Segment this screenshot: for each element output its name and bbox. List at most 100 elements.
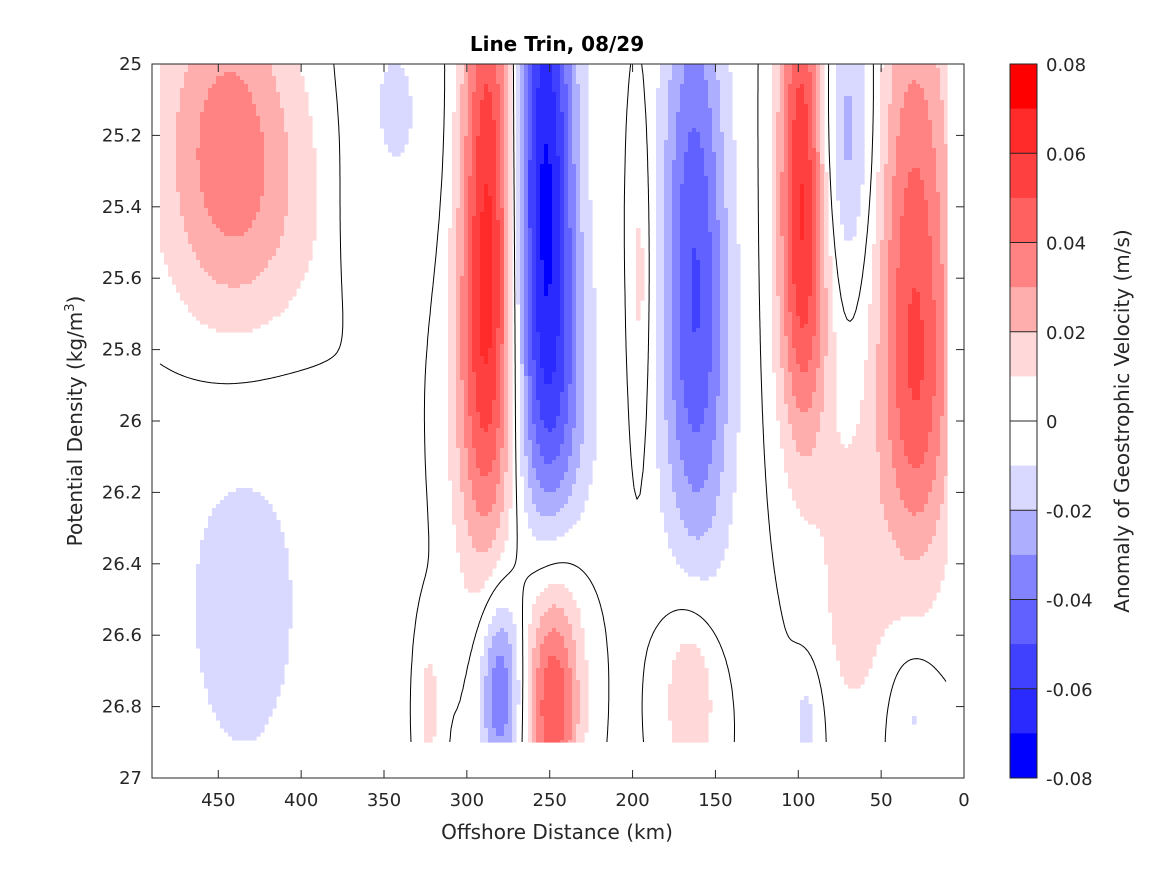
contour-cell <box>708 472 721 477</box>
contour-cell <box>932 400 945 405</box>
contour-cell <box>532 152 537 157</box>
contour-cell <box>580 460 593 465</box>
contour-cell <box>720 84 733 89</box>
contour-cell <box>896 172 909 177</box>
contour-cell <box>808 312 817 317</box>
contour-cell <box>480 100 493 105</box>
contour-cell <box>456 372 461 377</box>
contour-cell <box>820 288 829 293</box>
contour-cell <box>664 164 673 169</box>
contour-cell <box>892 456 909 461</box>
contour-cell <box>564 244 573 249</box>
contour-cell <box>532 452 541 457</box>
contour-cell <box>820 300 829 305</box>
contour-cell <box>568 84 573 89</box>
contour-cell <box>288 168 317 173</box>
contour-cell <box>260 208 289 213</box>
contour-cell <box>800 364 809 369</box>
contour-cell <box>664 172 673 177</box>
contour-cell <box>820 148 825 153</box>
contour-cell <box>708 200 717 205</box>
contour-cell <box>520 156 525 161</box>
contour-cell <box>572 380 577 385</box>
contour-cell <box>560 164 565 169</box>
contour-cell <box>784 292 789 297</box>
contour-cell <box>884 212 893 217</box>
contour-cell <box>576 292 585 297</box>
contour-cell <box>536 116 557 121</box>
contour-cell <box>528 284 533 289</box>
contour-cell <box>684 404 709 409</box>
contour-cell <box>448 412 457 417</box>
contour-cell <box>496 528 509 533</box>
contour-cell <box>384 80 409 85</box>
contour-cell <box>780 424 793 429</box>
contour-cell <box>468 132 473 137</box>
contour-cell <box>468 68 477 73</box>
contour-cell <box>520 80 525 85</box>
contour-cell <box>784 120 789 125</box>
contour-cell <box>564 644 577 649</box>
contour-cell <box>876 412 889 417</box>
contour-cell <box>584 276 593 281</box>
contour-cell <box>892 208 905 213</box>
contour-cell <box>496 376 501 381</box>
contour-cell <box>584 328 597 333</box>
contour-cell <box>824 536 893 541</box>
contour-cell <box>496 208 505 213</box>
contour-cell <box>460 464 469 469</box>
contour-cell <box>568 120 573 125</box>
contour-cell <box>664 276 673 281</box>
contour-cell <box>824 376 837 381</box>
contour-cell <box>888 296 897 301</box>
contour-cell <box>816 304 821 309</box>
contour-cell <box>532 340 541 345</box>
contour-cell <box>520 308 525 313</box>
contour-cell <box>552 88 561 93</box>
contour-cell <box>576 192 581 197</box>
contour-cell <box>776 236 785 241</box>
contour-cell <box>504 488 513 493</box>
contour-cell <box>576 164 581 169</box>
contour-cell <box>728 224 737 229</box>
contour-cell <box>536 372 545 377</box>
contour-cell <box>388 144 405 149</box>
contour-cell <box>836 100 845 105</box>
contour-cell <box>712 348 721 353</box>
contour-cell <box>484 184 489 189</box>
contour-cell <box>700 140 713 145</box>
contour-cell <box>664 372 673 377</box>
contour-cell <box>932 488 945 493</box>
contour-cell <box>516 72 521 77</box>
contour-cell <box>664 224 673 229</box>
contour-cell <box>576 252 585 257</box>
contour-cell <box>556 116 565 121</box>
contour-cell <box>452 120 461 125</box>
contour-cell <box>572 116 581 121</box>
contour-cell <box>272 64 301 69</box>
contour-cell <box>532 64 541 69</box>
contour-cell <box>560 280 565 285</box>
contour-cell <box>536 192 541 197</box>
contour-cell <box>456 380 465 385</box>
contour-cell <box>536 328 561 333</box>
contour-cell <box>200 188 265 193</box>
contour-cell <box>720 276 729 281</box>
contour-cell <box>504 160 509 165</box>
contour-cell <box>772 220 777 225</box>
contour-cell <box>500 512 509 517</box>
contour-cell <box>476 64 497 69</box>
contour-cell <box>932 260 941 265</box>
contour-cell <box>552 460 569 465</box>
contour-cell <box>816 168 821 173</box>
contour-cell <box>460 356 469 361</box>
contour-cell <box>908 384 921 389</box>
contour-cell <box>704 480 721 485</box>
contour-cell <box>788 216 793 221</box>
contour-cell <box>520 428 525 433</box>
contour-cell <box>528 168 537 173</box>
contour-cell <box>500 460 509 465</box>
contour-cell <box>508 328 513 333</box>
contour-cell <box>816 184 821 189</box>
contour-cell <box>900 436 929 441</box>
